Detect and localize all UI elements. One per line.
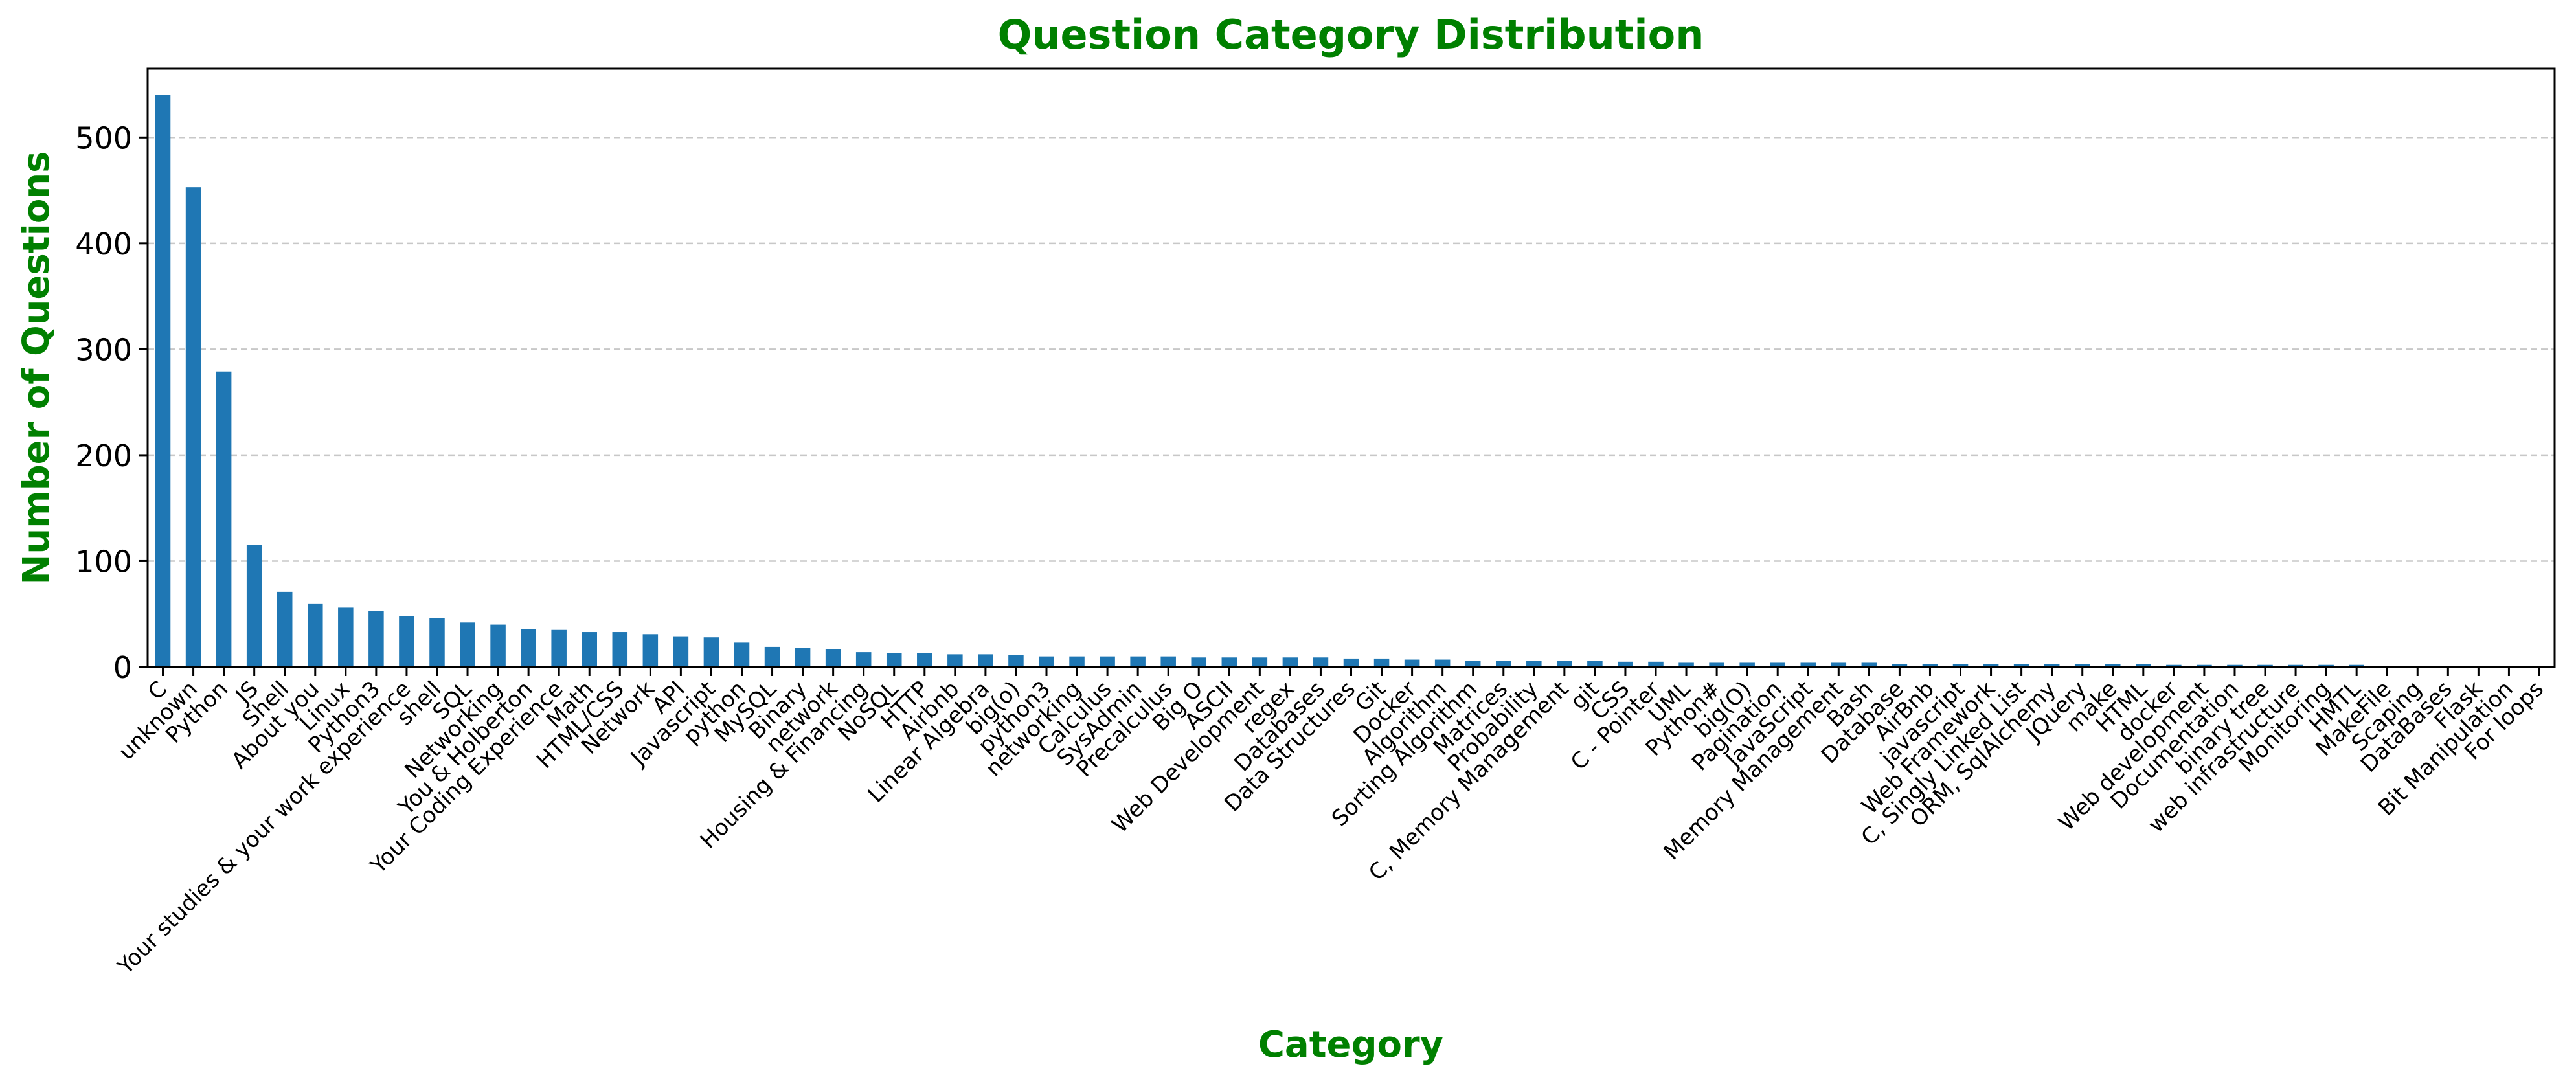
bar [155, 95, 171, 667]
bar [1191, 657, 1207, 667]
bar [460, 622, 475, 667]
bar [1648, 661, 1664, 667]
bar [2074, 664, 2090, 667]
grid-lines [148, 137, 2555, 562]
bar [551, 629, 567, 667]
bar [1343, 658, 1359, 667]
bar [582, 632, 597, 667]
bar [1100, 656, 1115, 667]
bar [1495, 661, 1511, 667]
bar [490, 624, 506, 667]
bar [399, 616, 414, 667]
x-axis-label: Category [1258, 1024, 1443, 1066]
bar [1313, 657, 1329, 667]
bar [338, 607, 354, 667]
bar [703, 637, 719, 667]
y-ticks: 0 100 200 300 400 500 [75, 120, 148, 685]
bar [2166, 664, 2182, 667]
bar [216, 371, 232, 667]
bar [947, 654, 963, 667]
bar [612, 632, 628, 667]
bar [1952, 664, 1969, 667]
bar [1709, 662, 1724, 667]
bars [155, 95, 2548, 667]
bar [642, 634, 659, 667]
bar [2105, 664, 2121, 667]
bar [1252, 657, 1268, 667]
bar [917, 653, 932, 667]
bar [734, 642, 750, 667]
bar [1069, 656, 1085, 667]
bar [2197, 664, 2212, 667]
bar [1831, 662, 1847, 667]
bar [978, 654, 993, 667]
bar [1221, 657, 1237, 667]
bar [825, 649, 841, 667]
plot-frame [146, 67, 2556, 668]
bar [2288, 664, 2303, 667]
bar [521, 629, 536, 667]
y-tick-label: 500 [75, 120, 132, 155]
bar [185, 187, 201, 667]
bar [2044, 664, 2060, 667]
bar [1404, 659, 1420, 667]
bar [1770, 662, 1785, 667]
y-tick-label: 400 [75, 227, 132, 262]
bar [795, 648, 811, 667]
bar [764, 646, 780, 667]
bar [1282, 657, 1298, 667]
bar [1465, 661, 1481, 667]
bar [1983, 664, 1999, 667]
bar [2257, 664, 2273, 667]
bar [2013, 664, 2029, 667]
bar [1160, 656, 1176, 667]
bar [2227, 664, 2243, 667]
bar [277, 591, 293, 667]
chart-title: Question Category Distribution [998, 11, 1704, 58]
bar [855, 652, 872, 667]
bar [1618, 661, 1633, 667]
y-tick-label: 0 [113, 650, 132, 685]
y-tick-label: 300 [75, 332, 132, 367]
bar [1557, 661, 1572, 667]
bar [2318, 664, 2334, 667]
bar [1739, 662, 1755, 667]
bar [2136, 664, 2151, 667]
bar [1039, 656, 1054, 667]
y-tick-label: 200 [75, 438, 132, 473]
bar [1892, 664, 1908, 667]
y-axis-label: Number of Questions [16, 151, 58, 584]
bar [1922, 664, 1938, 667]
bar [2349, 664, 2364, 667]
bar [1587, 661, 1603, 667]
bar [673, 636, 689, 667]
bar [1434, 659, 1451, 667]
bar [1861, 662, 1877, 667]
bar [1130, 656, 1146, 667]
bar [368, 611, 384, 667]
bar [429, 618, 445, 667]
y-tick-label: 100 [75, 544, 132, 579]
bar [246, 545, 262, 667]
bar [308, 603, 323, 667]
bar [1373, 658, 1390, 667]
bar [1008, 655, 1024, 667]
bar [1526, 661, 1542, 667]
bar [1800, 662, 1816, 667]
bar [1678, 662, 1694, 667]
bar [886, 653, 902, 667]
